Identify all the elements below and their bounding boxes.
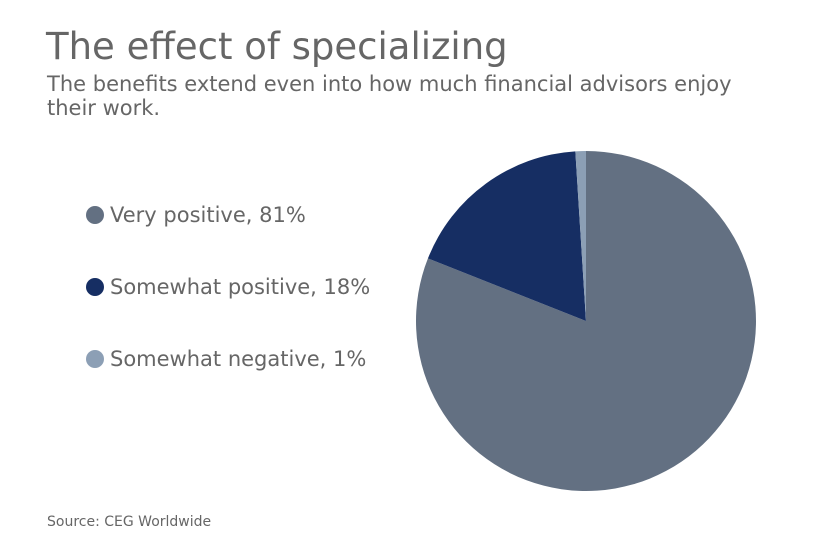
legend-swatch-somewhat-negative xyxy=(86,350,104,368)
legend-item-very-positive: Very positive, 81% xyxy=(86,200,370,230)
chart-title: The effect of specializing xyxy=(46,25,508,68)
legend-label-somewhat-positive: Somewhat positive, 18% xyxy=(110,275,371,299)
pie-slice-somewhat-negative xyxy=(575,151,586,321)
legend-item-somewhat-positive: Somewhat positive, 18% xyxy=(86,272,370,302)
chart-subtitle: The benefits extend even into how much f… xyxy=(47,72,732,120)
legend-swatch-somewhat-positive xyxy=(86,278,104,296)
legend-item-somewhat-negative: Somewhat negative, 1% xyxy=(86,344,370,374)
pie-chart xyxy=(415,151,756,491)
legend-swatch-very-positive xyxy=(86,206,104,224)
legend-label-somewhat-negative: Somewhat negative, 1% xyxy=(110,347,367,371)
pie-slice-somewhat-positive xyxy=(427,151,586,321)
legend: Very positive, 81% Somewhat positive, 18… xyxy=(86,200,370,416)
source-note: Source: CEG Worldwide xyxy=(47,514,212,530)
pie-slice-very-positive xyxy=(415,151,756,491)
legend-label-very-positive: Very positive, 81% xyxy=(110,203,306,227)
